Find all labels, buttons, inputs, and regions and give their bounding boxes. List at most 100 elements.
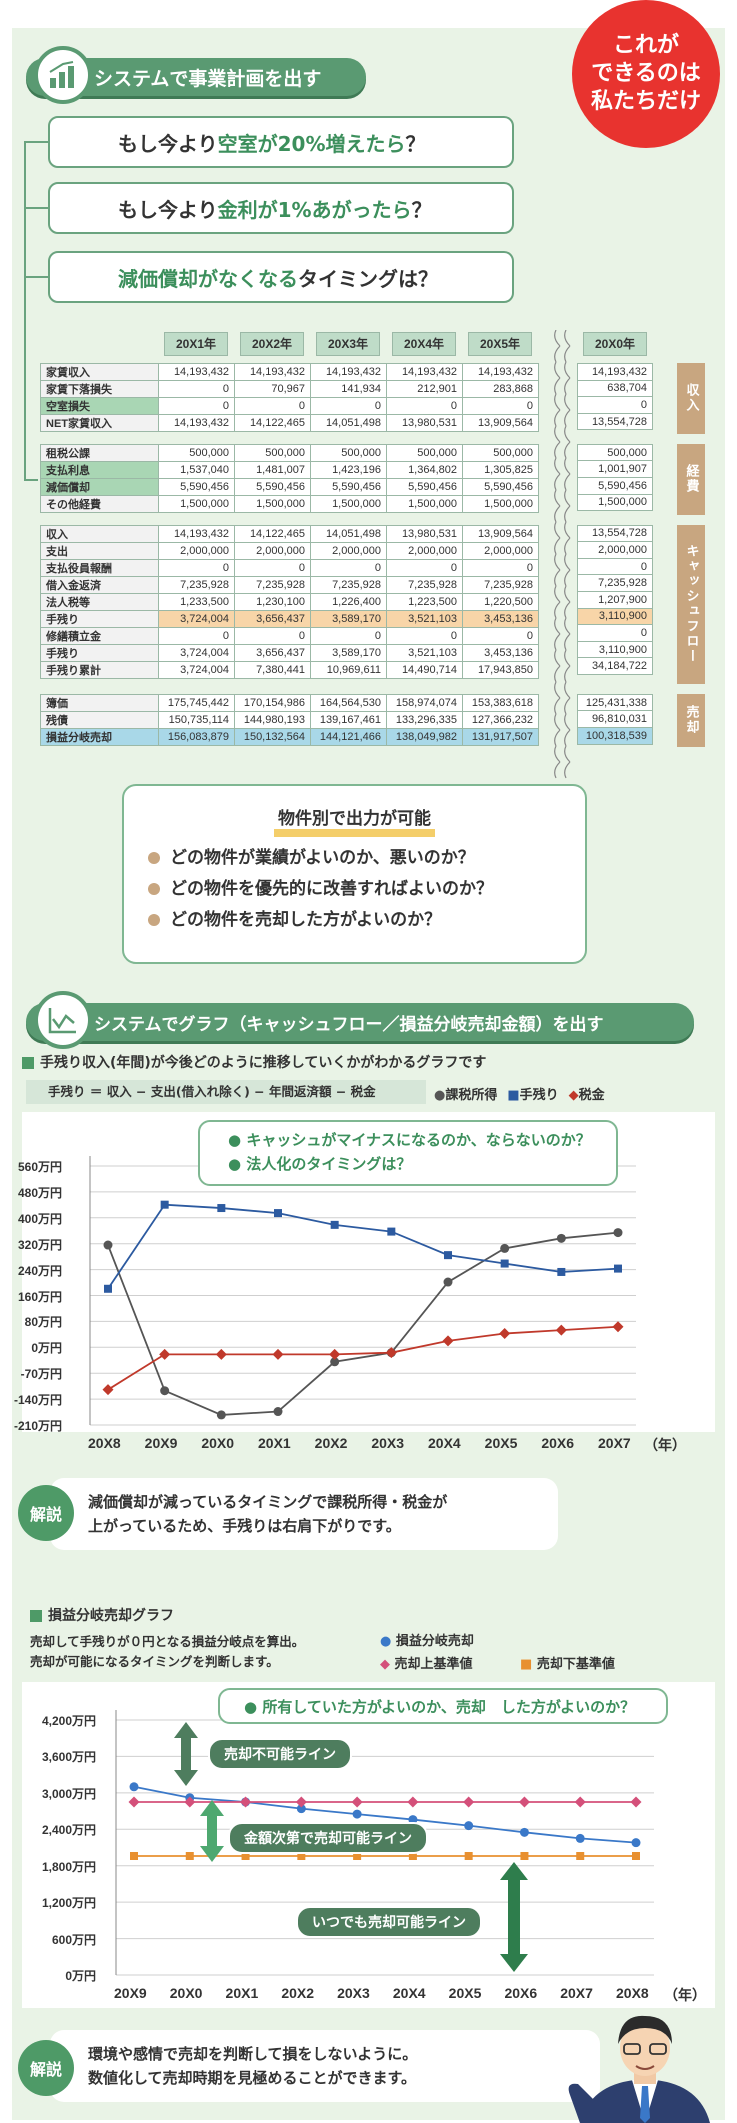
legend-item: ◆税金 xyxy=(568,1088,605,1103)
table-group-far: 125,431,338 96,810,031 100,318,539 xyxy=(577,693,653,745)
data-point xyxy=(520,1852,529,1860)
y-tick-label: 2,400万円 xyxy=(41,1823,96,1838)
section-header-business-plan: システムで事業計画を出す xyxy=(26,46,366,104)
table-row-far: 7,235,928 xyxy=(577,574,653,592)
table-row: 家賃収入 14,193,432 14,193,432 14,193,432 14,193… xyxy=(40,363,539,381)
y-tick-label: 240万円 xyxy=(17,1263,62,1278)
chart1-svg xyxy=(89,1156,636,1426)
y-tick-label: -140万円 xyxy=(13,1393,62,1408)
x-tick-label: 20X0 xyxy=(201,1435,235,1451)
table-row: 簿価 175,745,442 170,154,986 164,564,530 158,9… xyxy=(40,693,539,712)
list-item: どの物件を売却した方がよいのか？ xyxy=(148,905,585,936)
chart2-svg xyxy=(115,1710,654,1976)
series-line xyxy=(107,1325,619,1391)
chart2-desc: 売却して手残りが０円となる損益分岐点を算出。 売却が可能になるタイミングを判断しま… xyxy=(30,1634,305,1669)
table-group: 家賃収入 14,193,432 14,193,432 14,193,432 14,193… xyxy=(40,363,539,432)
list-item: どの物件が業績がよいのか、悪いのか？ xyxy=(148,843,585,874)
table-row: 空室損失 0 0 0 0 0 xyxy=(40,397,539,415)
x-tick-label: 20X6 xyxy=(541,1435,575,1451)
table-row: 支払役員報酬 0 0 0 0 0 xyxy=(40,558,539,577)
x-tick-label: 20X3 xyxy=(337,1985,370,2001)
line-always-sellable: いつでも売却可能ライン xyxy=(296,1906,482,1938)
data-point xyxy=(184,1796,196,1808)
data-point xyxy=(217,1204,226,1213)
data-point xyxy=(574,1796,586,1808)
chart2-tip: ● 所有していた方がよいのか、売却 した方がよいのか？ xyxy=(218,1688,668,1724)
data-point xyxy=(240,1796,252,1808)
x-tick-label: 20X8 xyxy=(616,1985,649,2001)
line-chart-icon xyxy=(34,991,92,1049)
table-group-far: 14,193,432 638,704 0 13,554,728 xyxy=(577,363,653,431)
data-point xyxy=(518,1796,530,1808)
table-row: NET家賃収入 14,193,432 14,122,465 14,051,498 13,… xyxy=(40,414,539,432)
data-point xyxy=(160,1200,169,1209)
x-tick-label: 20X2 xyxy=(281,1985,315,2001)
legend-item: ● 損益分岐売却 xyxy=(380,1634,474,1649)
y-tick-label: 600万円 xyxy=(51,1932,96,1947)
y-tick-label: 320万円 xyxy=(17,1237,62,1252)
section-side-label: キャッシュフロー xyxy=(677,524,705,684)
data-point xyxy=(631,1838,641,1848)
table-row: 残債 150,735,114 144,980,193 139,167,461 133,2… xyxy=(40,710,539,729)
question-interest: もし今より 金利が1%あがったら？ xyxy=(48,182,514,234)
x-tick-label: 20X7 xyxy=(560,1985,593,2001)
table-group-far: 13,554,728 2,000,000 0 7,235,928 1,207,900 3,… xyxy=(577,524,653,675)
data-point xyxy=(216,1410,226,1420)
arrow-always-sellable xyxy=(500,1862,528,1972)
table-row-far: 34,184,722 xyxy=(577,657,653,675)
data-point xyxy=(296,1804,306,1814)
y-tick-label: 0万円 xyxy=(65,1969,96,1983)
formula: 手残り ＝ 収入 − 支出(借入れ除く) − 年間返済額 − 税金 xyxy=(26,1080,426,1104)
data-point xyxy=(102,1384,114,1396)
table-row-far: 100,318,539 xyxy=(577,727,653,745)
data-point xyxy=(555,1324,567,1336)
year-header: 20X3年 xyxy=(316,332,380,356)
data-point xyxy=(329,1348,341,1360)
section-header-graphs: システムでグラフ（キャッシュフロー／損益分岐売却金額）を出す xyxy=(26,991,694,1049)
data-point xyxy=(330,1220,339,1229)
list-item: どの物件を優先的に改善すればよいのか？ xyxy=(148,874,585,905)
data-point xyxy=(443,1277,453,1287)
table-row-far: 0 xyxy=(577,624,653,642)
y-tick-label: -210万円 xyxy=(13,1419,62,1433)
table-row-far: 13,554,728 xyxy=(577,524,653,543)
chart1-tip: ● キャッシュがマイナスになるのか、ならないのか？ ● 法人化のタイミングは？ xyxy=(198,1120,618,1186)
arrow-not-sellable xyxy=(174,1722,198,1786)
y-tick-label: 1,200万円 xyxy=(41,1896,96,1911)
data-point xyxy=(575,1833,585,1843)
series-line xyxy=(107,1203,619,1290)
table-group-far: 500,000 1,001,907 5,590,456 1,500,000 xyxy=(577,443,653,512)
data-point xyxy=(576,1852,585,1860)
question-depreciation: 減価償却がなくなる タイミングは？ xyxy=(48,251,514,303)
x-tick-label: 20X5 xyxy=(484,1435,518,1451)
x-tick-label: 20X4 xyxy=(428,1435,461,1451)
legend-item: ■手残り xyxy=(507,1088,559,1103)
data-point xyxy=(159,1348,171,1360)
chart2-heading: 損益分岐売却グラフ xyxy=(30,1605,174,1625)
data-point xyxy=(330,1357,340,1367)
x-tick-label: 20X5 xyxy=(448,1985,482,2001)
table-row: 修繕積立金 0 0 0 0 0 xyxy=(40,626,539,645)
data-point xyxy=(241,1852,250,1860)
data-point xyxy=(442,1335,454,1347)
data-point xyxy=(129,1782,139,1792)
data-point xyxy=(463,1796,475,1808)
x-tick-label: 20X7 xyxy=(598,1435,631,1451)
data-point xyxy=(500,1259,509,1268)
table-row-far: 1,207,900 xyxy=(577,590,653,609)
data-point xyxy=(352,1809,362,1819)
data-point xyxy=(185,1852,194,1860)
x-tick-label: 20X3 xyxy=(371,1435,405,1451)
table-row: 手残り 3,724,004 3,656,437 3,589,170 3,521,103 3… xyxy=(40,609,539,628)
data-point xyxy=(297,1852,306,1860)
y-tick-label: 4,200万円 xyxy=(41,1714,96,1728)
y-tick-label: 560万円 xyxy=(17,1160,62,1174)
table-row: 損益分岐売却 156,083,879 150,132,564 144,121,466 1… xyxy=(40,727,539,746)
table-row-far: 3,110,900 xyxy=(577,640,653,659)
data-point xyxy=(408,1852,417,1860)
table-row: 減価償却 5,590,456 5,590,456 5,590,456 5,590,456… xyxy=(40,477,539,496)
data-point xyxy=(353,1852,362,1860)
data-point xyxy=(632,1852,640,1860)
connector-lines xyxy=(24,141,50,481)
data-point xyxy=(272,1348,284,1360)
